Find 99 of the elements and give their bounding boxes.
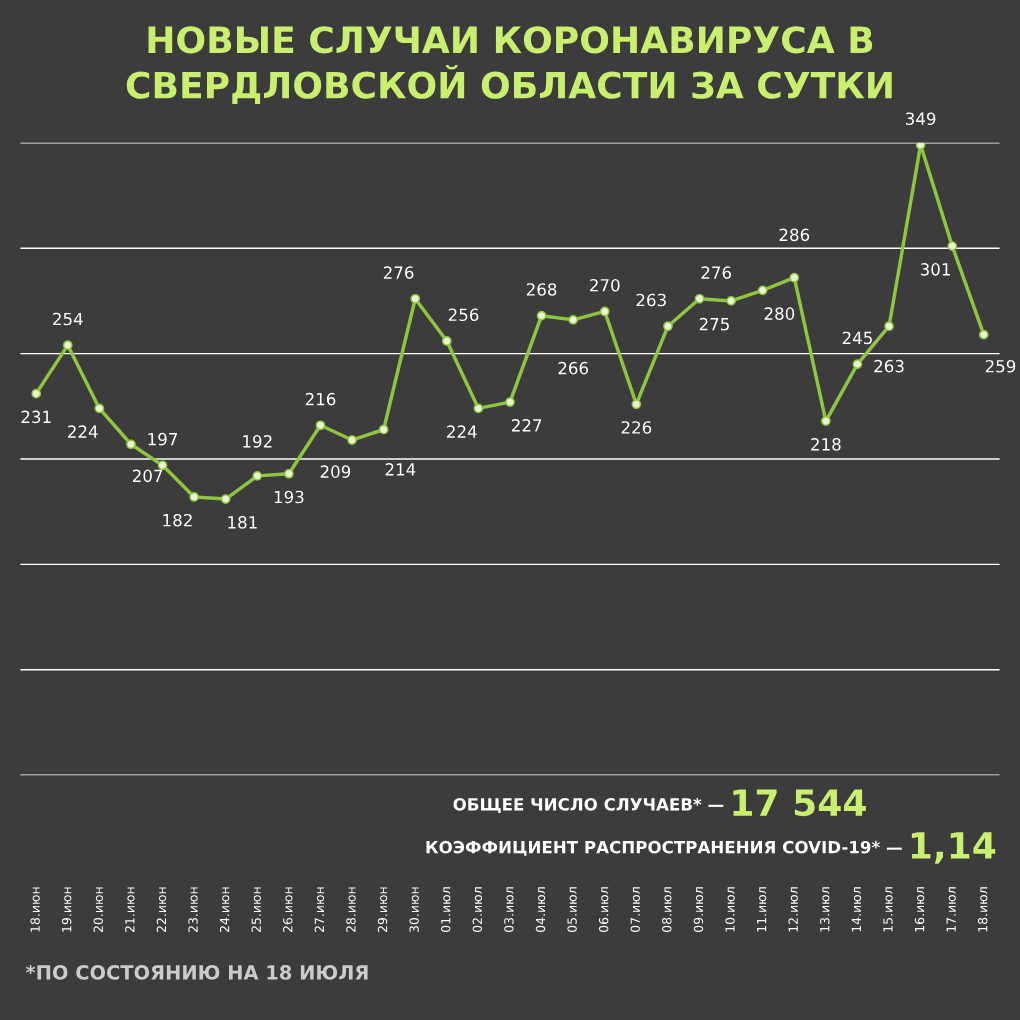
- x-tick-label: 13.июл: [820, 887, 830, 932]
- point: [947, 241, 958, 251]
- data-label: 256: [448, 308, 479, 322]
- point: [884, 321, 894, 332]
- x-tick-label: 16.июл: [914, 887, 925, 932]
- data-label: 286: [779, 228, 810, 242]
- x-tick-label: 09.июл: [693, 887, 704, 932]
- point: [94, 403, 105, 414]
- point: [978, 329, 989, 340]
- point: [599, 306, 610, 317]
- data-label: 231: [21, 410, 51, 424]
- x-tick-label: 30.июн: [409, 887, 419, 933]
- data-label: 276: [701, 266, 732, 279]
- point: [410, 293, 421, 304]
- data-label: 181: [228, 516, 257, 529]
- x-tick-label: 27.июн: [314, 887, 325, 933]
- x-tick-label: 10.июл: [725, 887, 735, 932]
- point: [31, 388, 42, 399]
- data-label: 263: [636, 293, 666, 307]
- data-label: 268: [526, 283, 557, 296]
- point: [568, 315, 579, 325]
- x-tick-label: 24.июн: [219, 887, 230, 933]
- x-tick-label: 05.июл: [567, 887, 577, 932]
- point: [62, 340, 73, 351]
- text: 17 544: [733, 789, 866, 817]
- point: [347, 435, 357, 445]
- data-label: 214: [385, 463, 416, 476]
- data-label: 224: [447, 425, 477, 438]
- text: *ПО СОСТОЯНИЮ НА 18 ИЮЛЯ: [25, 965, 368, 980]
- point: [726, 296, 736, 306]
- x-tick-label: 15.июл: [883, 887, 893, 932]
- point: [378, 424, 389, 435]
- x-tick-label: 20.июн: [93, 887, 103, 933]
- point: [852, 359, 863, 370]
- data-label: 301: [920, 263, 950, 276]
- point: [220, 494, 231, 504]
- point: [821, 416, 831, 426]
- point: [315, 420, 326, 431]
- point: [157, 460, 168, 471]
- x-tick-label: 02.июл: [472, 887, 483, 932]
- x-tick-label: 22.июн: [156, 887, 167, 933]
- x-tick-label: 04.июл: [535, 887, 546, 932]
- data-label: 254: [53, 312, 83, 326]
- x-tick-label: 18.июл: [977, 887, 988, 932]
- point: [505, 397, 515, 407]
- x-tick-label: 06.июл: [598, 887, 609, 932]
- data-label: 275: [699, 317, 729, 331]
- x-tick-label: 12.июл: [788, 887, 798, 932]
- data-label: 266: [558, 361, 589, 375]
- x-tick-label: 19.июн: [61, 887, 72, 932]
- x-tick-label: 07.июл: [630, 887, 640, 932]
- chart-title: НОВЫЕ СЛУЧАИ КОРОНАВИРУСА В СВЕРДЛОВСКОЙ ОБЛАСТИ ЗА СУТКИ: [126, 26, 892, 104]
- point: [126, 439, 136, 450]
- point: [663, 321, 673, 332]
- data-label: 182: [163, 513, 192, 527]
- point: [473, 403, 484, 414]
- x-tick-label: 25.июн: [251, 887, 261, 933]
- text: 1,14: [911, 832, 996, 864]
- x-tick-label: 28.июн: [346, 887, 356, 933]
- point: [757, 285, 768, 296]
- x-tick-label: 23.июн: [188, 887, 198, 933]
- data-label: 218: [811, 438, 841, 451]
- point: [441, 336, 452, 346]
- data-label: 207: [132, 469, 163, 483]
- point: [915, 142, 926, 150]
- x-tick-label: 21.июн: [125, 887, 135, 933]
- data-label: 349: [906, 112, 936, 126]
- data-label: 192: [243, 435, 272, 448]
- data-label: 209: [320, 465, 351, 478]
- data-label: 224: [68, 425, 98, 438]
- data-label: 197: [148, 432, 178, 446]
- x-tick-label: 11.июл: [757, 887, 767, 932]
- point: [536, 310, 547, 321]
- data-label: 263: [874, 359, 904, 373]
- point: [631, 399, 642, 410]
- data-label: 216: [305, 392, 336, 406]
- data-label: 245: [842, 331, 872, 345]
- x-tick-label: 29.июн: [377, 887, 388, 933]
- data-label: 227: [511, 419, 542, 432]
- data-label: 280: [764, 307, 795, 320]
- x-tick-label: 14.июл: [851, 887, 862, 932]
- x-tick-label: 17.июл: [946, 887, 956, 932]
- point: [189, 492, 199, 502]
- data-label: 270: [590, 278, 620, 292]
- data-label: 276: [383, 266, 414, 279]
- point: [694, 293, 705, 304]
- point: [789, 272, 800, 283]
- x-tick-label: 01.июл: [441, 887, 451, 932]
- text: ОБЩЕЕ ЧИСЛО СЛУЧАЕВ* —: [453, 798, 724, 814]
- x-tick-label: 08.июл: [662, 887, 672, 932]
- x-tick-label: 03.июл: [504, 887, 514, 932]
- text: КОЭФФИЦИЕНТ РАСПРОСТРАНЕНИЯ COVID-19* —: [426, 840, 902, 856]
- x-tick-label: 26.июн: [283, 887, 293, 933]
- data-label: 226: [621, 421, 652, 434]
- data-label: 193: [274, 490, 304, 504]
- point: [284, 468, 294, 479]
- point: [252, 471, 263, 481]
- data-label: 259: [985, 359, 1016, 373]
- x-tick-label: 18.июн: [30, 887, 40, 932]
